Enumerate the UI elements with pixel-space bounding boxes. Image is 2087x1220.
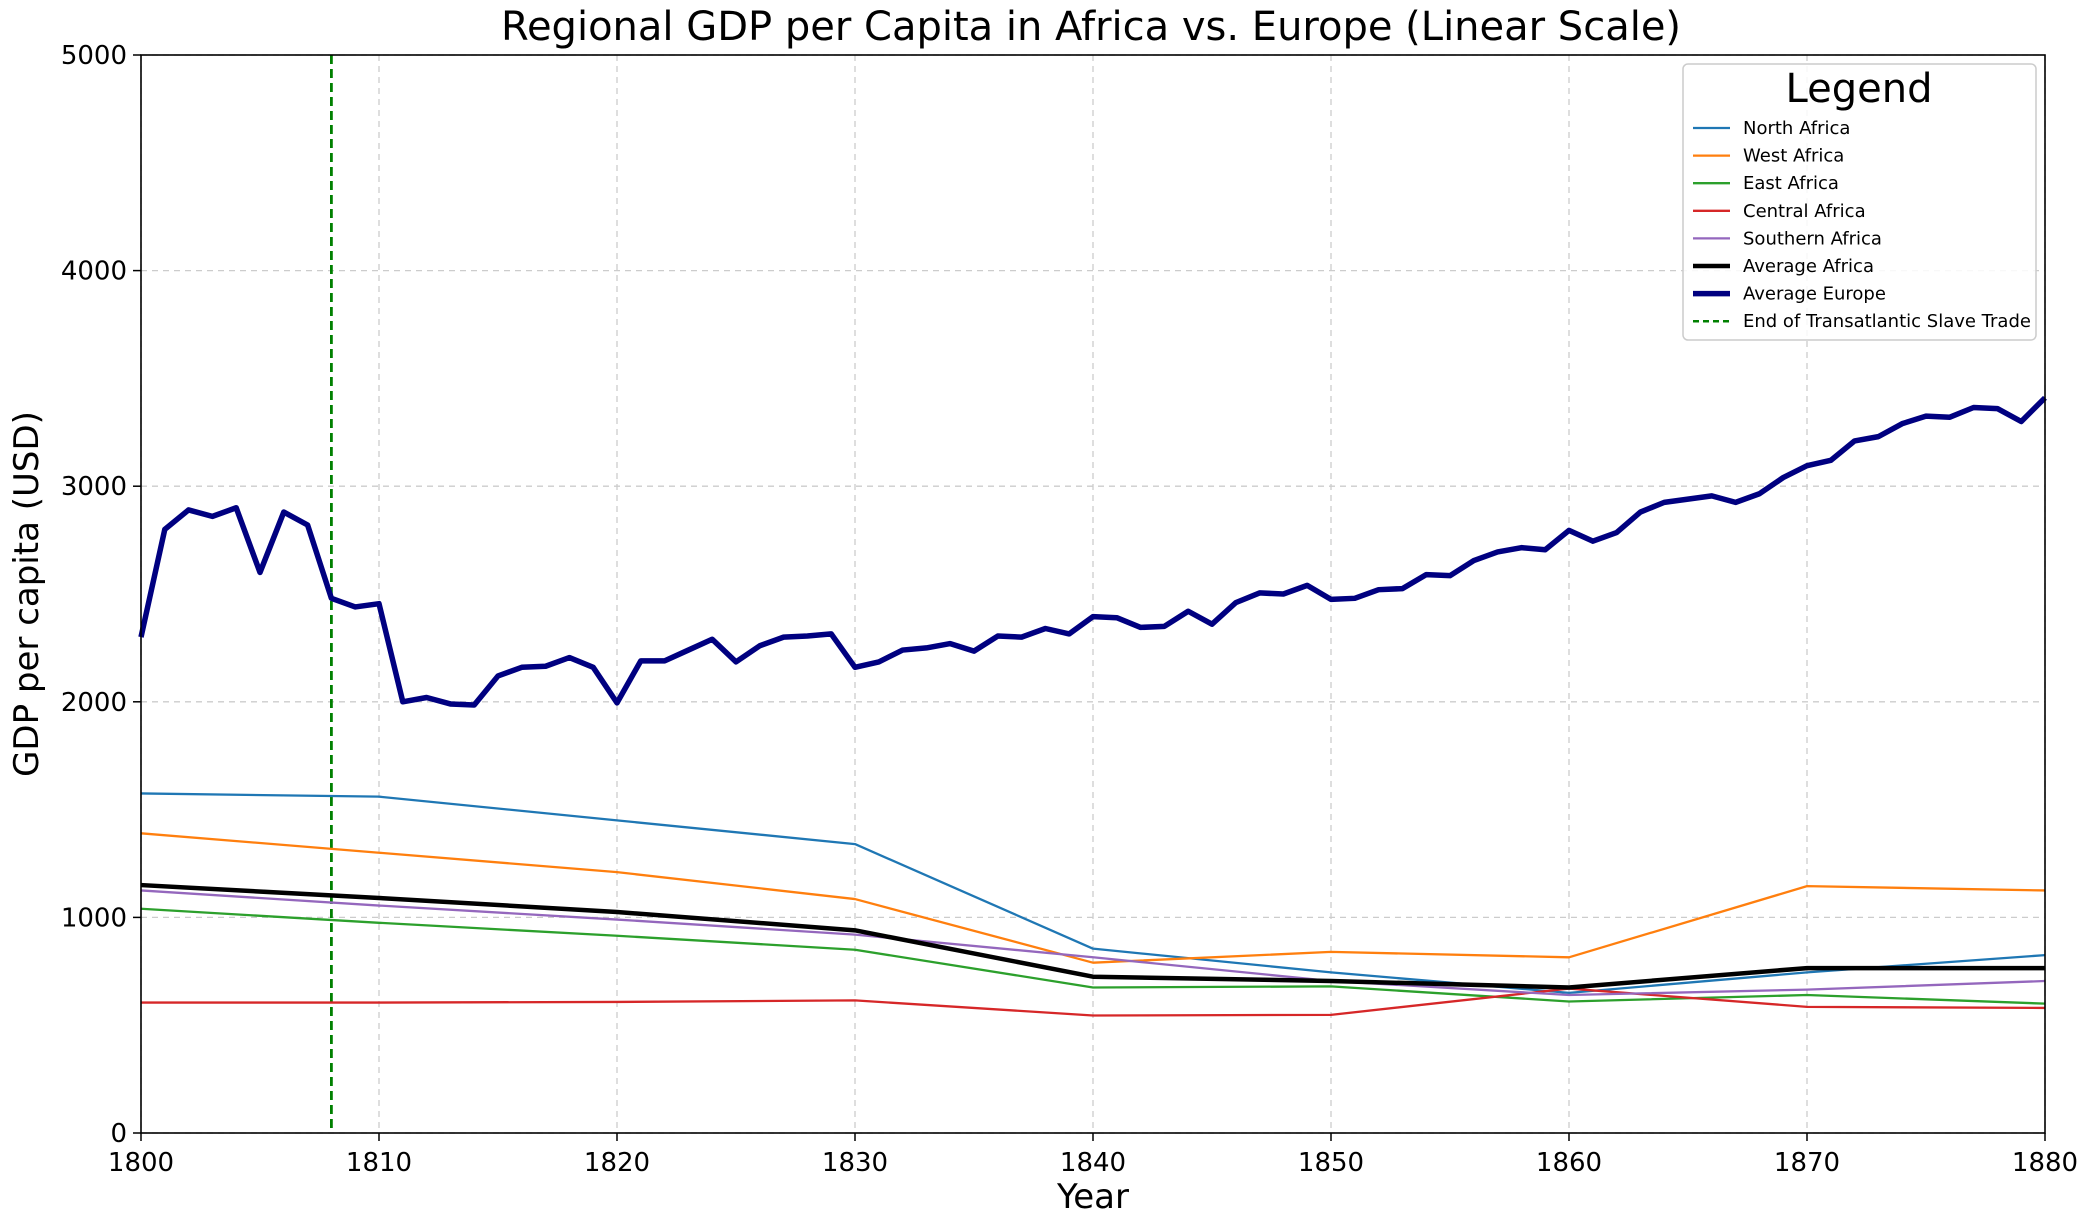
series-line-north-africa	[140, 792, 2046, 995]
chart-title: Regional GDP per Capita in Africa vs. Eu…	[501, 4, 1681, 50]
y-tick-label: 3000	[61, 472, 127, 502]
series-line-average-europe	[138, 395, 2047, 708]
x-tick-label: 1860	[1536, 1148, 1602, 1178]
x-tick-label: 1840	[1060, 1148, 1126, 1178]
x-axis: 1800 1810 1820 1830 1840 1850 1860 1870 1880	[108, 1133, 2078, 1178]
x-tick-label: 1850	[1298, 1148, 1364, 1178]
y-tick-label: 1000	[61, 903, 127, 933]
legend-label-end-of-transatlantic-slave-trade: End of Transatlantic Slave Trade	[1743, 311, 2031, 332]
series-line-west-africa	[140, 832, 2046, 964]
legend-title: Legend	[1786, 66, 1933, 112]
y-tick-label: 4000	[61, 257, 127, 287]
y-tick-label: 0	[110, 1119, 127, 1149]
series-lines	[138, 395, 2047, 1017]
y-axis-label: GDP per capita (USD)	[7, 411, 47, 777]
x-tick-label: 1880	[2012, 1148, 2078, 1178]
series-line-average-africa	[140, 882, 2045, 990]
legend-label-average-africa: Average Africa	[1743, 256, 1874, 277]
x-axis-label: Year	[1056, 1177, 1129, 1217]
y-tick-label: 2000	[61, 688, 127, 718]
legend-items: North Africa West Africa East Africa Centra…	[1693, 118, 2031, 332]
legend: Legend North Africa West Africa East Afric…	[1682, 63, 2037, 341]
x-tick-label: 1810	[346, 1148, 412, 1178]
legend-label-east-africa: East Africa	[1743, 173, 1839, 194]
legend-label-southern-africa: Southern Africa	[1743, 228, 1882, 249]
x-tick-label: 1820	[584, 1148, 650, 1178]
series-line-east-africa	[140, 907, 2046, 1005]
x-tick-label: 1830	[822, 1148, 888, 1178]
legend-label-north-africa: North Africa	[1743, 118, 1850, 139]
x-tick-label: 1800	[108, 1148, 174, 1178]
legend-label-west-africa: West Africa	[1743, 146, 1844, 167]
series-line-southern-africa	[140, 889, 2046, 997]
y-axis: 0 1000 2000 3000 4000 5000	[61, 41, 141, 1149]
series-line-central-africa	[141, 987, 2046, 1017]
legend-box	[1682, 63, 2037, 341]
y-tick-label: 5000	[61, 41, 127, 71]
x-tick-label: 1870	[1774, 1148, 1840, 1178]
legend-label-central-africa: Central Africa	[1743, 201, 1866, 222]
legend-label-average-europe: Average Europe	[1743, 284, 1886, 305]
